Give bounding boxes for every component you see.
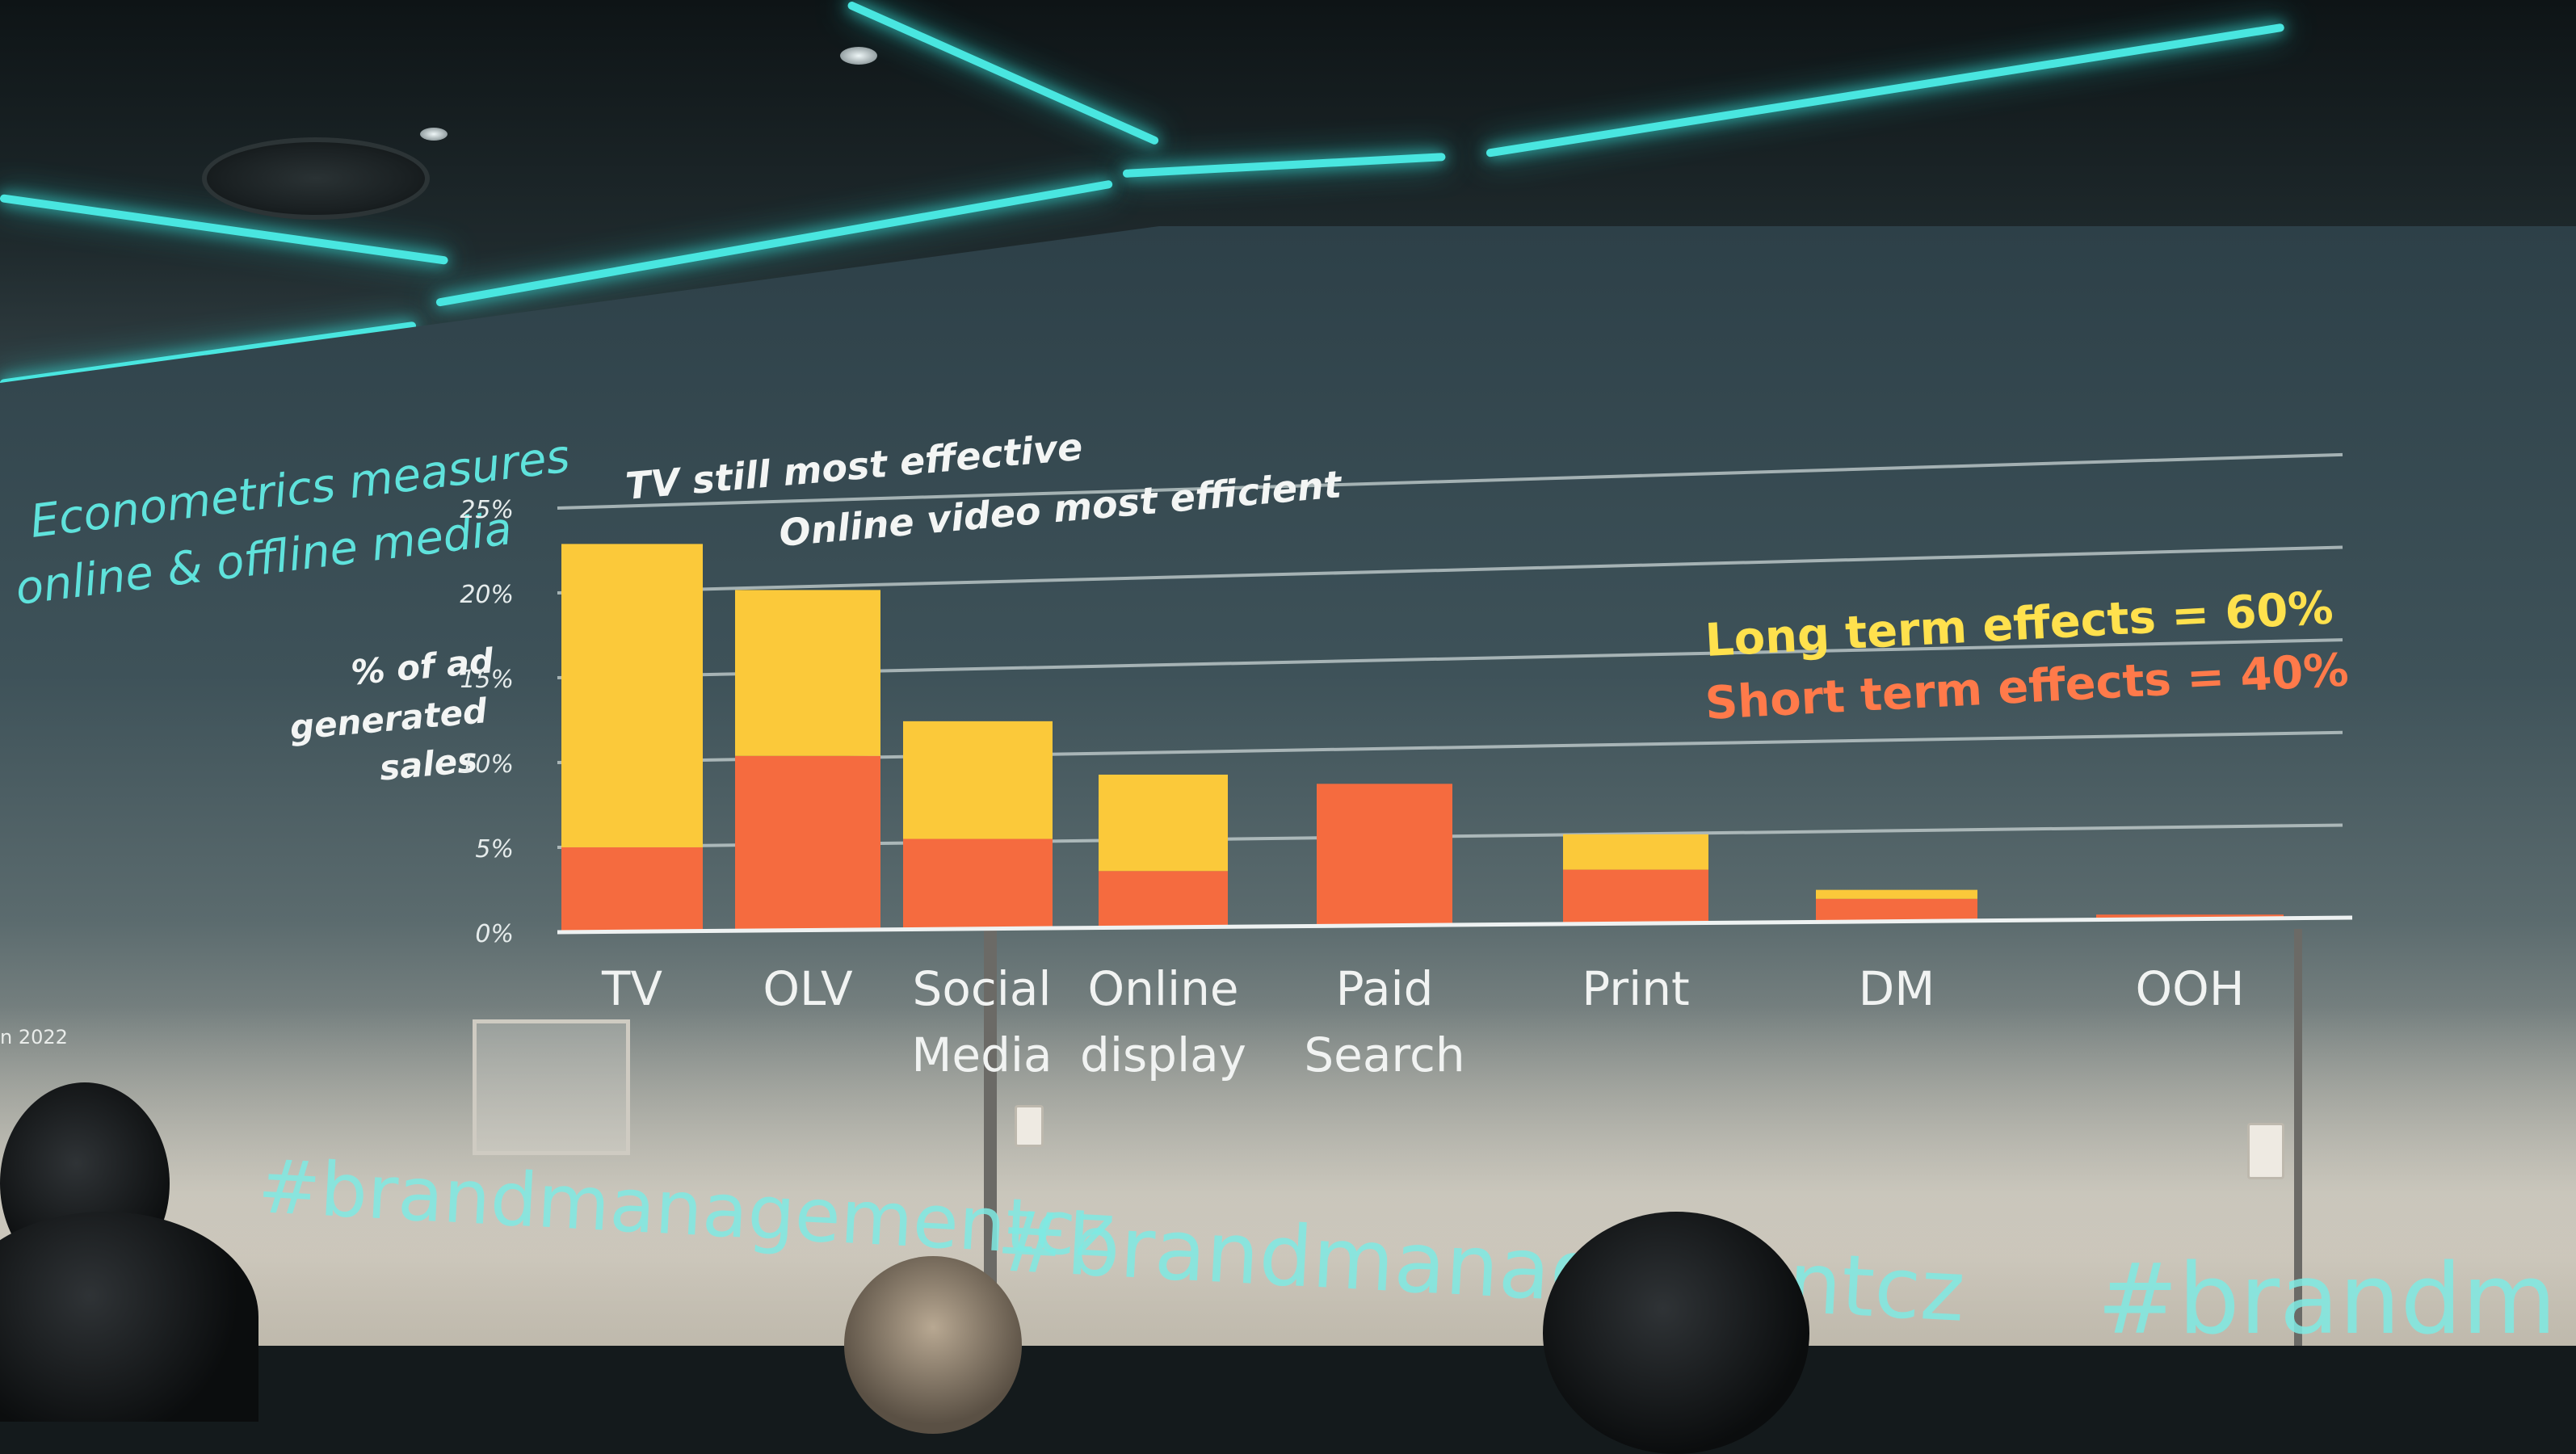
x-axis-categories: TV OLV Social Media Online display Paid Search P… (601, 961, 2245, 1082)
x-tick-label: Paid (1336, 961, 1434, 1016)
slide: Econometrics measures online & offline m… (0, 425, 2557, 1346)
stage-pillar (2294, 929, 2302, 1346)
bar-short-term (903, 838, 1053, 929)
lower-wall-glow (0, 1006, 2576, 1346)
x-tick-label: DM (1859, 961, 1935, 1016)
y-tick-label: 0% (475, 920, 514, 948)
source-text: n 2022 (0, 1026, 68, 1048)
y-tick-label: 10% (460, 750, 514, 779)
hashtag-center: #brandmanagementcz (994, 1191, 1968, 1341)
bar-short-term (2096, 914, 2284, 919)
x-tick-label: Print (1582, 961, 1689, 1016)
y-tick-label: 5% (475, 835, 514, 864)
ceiling-spotlight (840, 47, 877, 65)
wall-switch (2247, 1123, 2284, 1179)
audience-head (1543, 1212, 1809, 1454)
gridline (557, 545, 2343, 595)
hashtag-left: #brandmanagementcz (256, 1143, 1117, 1274)
bar-long-term (1099, 774, 1228, 872)
gridline (557, 452, 2343, 510)
chart-bars (561, 544, 2284, 932)
wall-switch (1015, 1105, 1044, 1147)
x-axis-baseline (557, 915, 2353, 935)
x-tick-label: Media (911, 1027, 1052, 1082)
bar-short-term (1099, 871, 1228, 927)
audience-head (844, 1256, 1022, 1434)
bar-long-term (1816, 889, 1977, 899)
x-tick-label: Social (913, 961, 1052, 1016)
x-tick-label: OLV (763, 961, 853, 1016)
bar-short-term (1317, 784, 1452, 926)
x-tick-label: OOH (2136, 961, 2245, 1016)
x-tick-label: Search (1304, 1027, 1464, 1082)
bar-long-term (903, 721, 1053, 839)
x-tick-label: Online (1087, 961, 1238, 1016)
stage-pillar (984, 889, 997, 1346)
hashtag-right: #brandm (2097, 1244, 2557, 1346)
y-axis-label-line-2: generated (288, 691, 490, 747)
y-axis-label-line-3: sales (378, 740, 479, 788)
y-axis-ticks: 0% 5% 10% 15% 20% 25% (460, 496, 514, 948)
ceiling-spotlight (420, 128, 448, 141)
y-tick-label: 15% (460, 666, 514, 694)
x-tick-label: TV (601, 961, 662, 1016)
x-tick-label: display (1080, 1027, 1246, 1082)
bar-long-term (1563, 834, 1708, 870)
wall-door (473, 1019, 630, 1155)
ceiling-speaker (202, 137, 430, 220)
bar-long-term (735, 590, 880, 756)
bar-short-term (735, 755, 880, 931)
bar-long-term (561, 544, 703, 847)
y-tick-label: 25% (460, 496, 514, 524)
bar-short-term (1816, 898, 1977, 922)
bar-short-term (561, 847, 703, 932)
bar-short-term (1563, 869, 1708, 924)
y-tick-label: 20% (460, 581, 514, 609)
